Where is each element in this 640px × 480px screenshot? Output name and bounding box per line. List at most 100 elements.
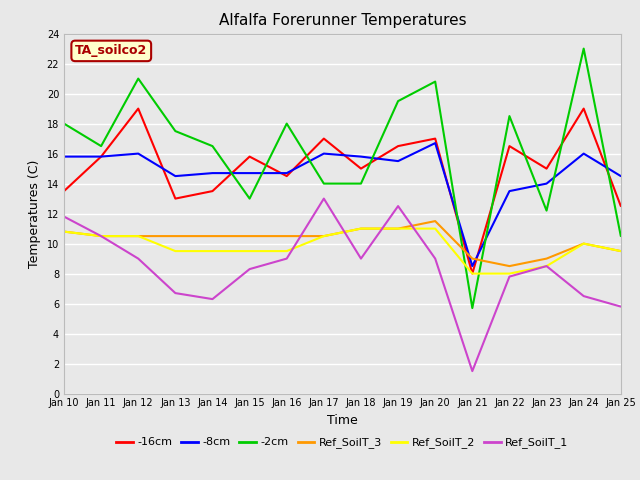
Ref_SoilT_3 bbox=[246, 233, 253, 239]
Line: -8cm: -8cm bbox=[64, 143, 621, 266]
-2cm bbox=[60, 120, 68, 126]
-8cm bbox=[209, 170, 216, 176]
Ref_SoilT_2 bbox=[617, 248, 625, 254]
Line: -16cm: -16cm bbox=[64, 108, 621, 274]
-16cm bbox=[209, 188, 216, 194]
-2cm bbox=[134, 76, 142, 82]
-8cm bbox=[506, 188, 513, 194]
-16cm bbox=[431, 136, 439, 142]
Ref_SoilT_3 bbox=[172, 233, 179, 239]
Ref_SoilT_3 bbox=[468, 256, 476, 262]
Ref_SoilT_2 bbox=[97, 233, 105, 239]
-16cm bbox=[543, 166, 550, 171]
-8cm bbox=[246, 170, 253, 176]
-2cm bbox=[209, 143, 216, 149]
-2cm bbox=[431, 79, 439, 84]
Ref_SoilT_3 bbox=[97, 233, 105, 239]
-16cm bbox=[357, 166, 365, 171]
Ref_SoilT_3 bbox=[617, 248, 625, 254]
-8cm bbox=[172, 173, 179, 179]
Ref_SoilT_3 bbox=[394, 226, 402, 231]
-2cm bbox=[543, 208, 550, 214]
Ref_SoilT_1 bbox=[320, 196, 328, 202]
Ref_SoilT_1 bbox=[97, 233, 105, 239]
Ref_SoilT_1 bbox=[134, 256, 142, 262]
-16cm bbox=[468, 271, 476, 276]
-16cm bbox=[134, 106, 142, 111]
-8cm bbox=[394, 158, 402, 164]
Ref_SoilT_3 bbox=[357, 226, 365, 231]
Line: Ref_SoilT_1: Ref_SoilT_1 bbox=[64, 199, 621, 371]
-16cm bbox=[97, 154, 105, 159]
Ref_SoilT_1 bbox=[209, 296, 216, 302]
Ref_SoilT_1 bbox=[283, 256, 291, 262]
Ref_SoilT_2 bbox=[543, 263, 550, 269]
Ref_SoilT_3 bbox=[431, 218, 439, 224]
-2cm bbox=[506, 113, 513, 119]
-16cm bbox=[580, 106, 588, 111]
-8cm bbox=[468, 263, 476, 269]
Ref_SoilT_3 bbox=[134, 233, 142, 239]
Ref_SoilT_2 bbox=[320, 233, 328, 239]
-8cm bbox=[97, 154, 105, 159]
-16cm bbox=[506, 143, 513, 149]
Ref_SoilT_3 bbox=[506, 263, 513, 269]
Ref_SoilT_2 bbox=[172, 248, 179, 254]
Ref_SoilT_1 bbox=[246, 266, 253, 272]
Line: -2cm: -2cm bbox=[64, 48, 621, 308]
-8cm bbox=[617, 173, 625, 179]
Ref_SoilT_1 bbox=[394, 203, 402, 209]
Line: Ref_SoilT_2: Ref_SoilT_2 bbox=[64, 228, 621, 274]
-8cm bbox=[283, 170, 291, 176]
-16cm bbox=[60, 188, 68, 194]
Ref_SoilT_1 bbox=[506, 274, 513, 279]
Ref_SoilT_1 bbox=[431, 256, 439, 262]
-8cm bbox=[60, 154, 68, 159]
Ref_SoilT_3 bbox=[543, 256, 550, 262]
Ref_SoilT_1 bbox=[357, 256, 365, 262]
-8cm bbox=[320, 151, 328, 156]
-16cm bbox=[617, 203, 625, 209]
Ref_SoilT_1 bbox=[468, 368, 476, 374]
Ref_SoilT_1 bbox=[543, 263, 550, 269]
Ref_SoilT_3 bbox=[320, 233, 328, 239]
-2cm bbox=[580, 46, 588, 51]
-2cm bbox=[357, 180, 365, 186]
Line: Ref_SoilT_3: Ref_SoilT_3 bbox=[64, 221, 621, 266]
Text: TA_soilco2: TA_soilco2 bbox=[75, 44, 147, 58]
Ref_SoilT_2 bbox=[60, 228, 68, 234]
-2cm bbox=[97, 143, 105, 149]
-16cm bbox=[283, 173, 291, 179]
Ref_SoilT_1 bbox=[617, 304, 625, 310]
Title: Alfalfa Forerunner Temperatures: Alfalfa Forerunner Temperatures bbox=[219, 13, 466, 28]
-2cm bbox=[172, 128, 179, 134]
-16cm bbox=[172, 196, 179, 202]
-2cm bbox=[394, 98, 402, 104]
-2cm bbox=[320, 180, 328, 186]
Y-axis label: Temperatures (C): Temperatures (C) bbox=[28, 159, 41, 268]
-8cm bbox=[357, 154, 365, 159]
Ref_SoilT_1 bbox=[172, 290, 179, 296]
Ref_SoilT_3 bbox=[209, 233, 216, 239]
-8cm bbox=[134, 151, 142, 156]
Ref_SoilT_3 bbox=[580, 240, 588, 247]
Ref_SoilT_2 bbox=[283, 248, 291, 254]
Ref_SoilT_1 bbox=[580, 293, 588, 299]
-16cm bbox=[394, 143, 402, 149]
Ref_SoilT_2 bbox=[580, 240, 588, 247]
Ref_SoilT_2 bbox=[468, 271, 476, 276]
-16cm bbox=[246, 154, 253, 159]
Ref_SoilT_2 bbox=[134, 233, 142, 239]
-8cm bbox=[431, 140, 439, 146]
Ref_SoilT_2 bbox=[209, 248, 216, 254]
Ref_SoilT_2 bbox=[431, 226, 439, 231]
-16cm bbox=[320, 136, 328, 142]
Ref_SoilT_2 bbox=[357, 226, 365, 231]
-2cm bbox=[617, 233, 625, 239]
Ref_SoilT_2 bbox=[246, 248, 253, 254]
-8cm bbox=[543, 180, 550, 186]
Ref_SoilT_3 bbox=[60, 228, 68, 234]
-2cm bbox=[283, 120, 291, 126]
-2cm bbox=[468, 305, 476, 311]
Ref_SoilT_1 bbox=[60, 214, 68, 219]
